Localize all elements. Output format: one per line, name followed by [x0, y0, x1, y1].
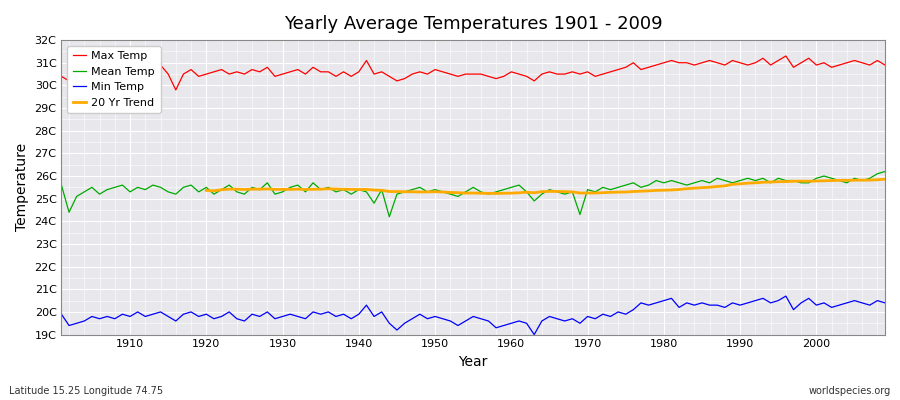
- Mean Temp: [284, 185, 295, 190]
- 20 Yr Trend: [879, 177, 890, 182]
- Max Temp: [338, 70, 349, 74]
- Min Temp: [879, 300, 890, 305]
- Max Temp: [879, 63, 890, 68]
- Min Temp: [506, 321, 517, 326]
- Line: 20 Yr Trend: 20 Yr Trend: [206, 179, 885, 194]
- Max Temp: [56, 74, 67, 79]
- Mean Temp: [384, 214, 395, 219]
- Line: Max Temp: Max Temp: [61, 56, 885, 90]
- Max Temp: [292, 67, 303, 72]
- 20 Yr Trend: [330, 187, 341, 192]
- Mean Temp: [879, 169, 890, 174]
- Y-axis label: Temperature: Temperature: [15, 143, 29, 232]
- Max Temp: [170, 88, 181, 92]
- 20 Yr Trend: [506, 191, 517, 196]
- Title: Yearly Average Temperatures 1901 - 2009: Yearly Average Temperatures 1901 - 2009: [284, 15, 662, 33]
- Min Temp: [330, 314, 341, 319]
- Min Temp: [284, 312, 295, 316]
- Max Temp: [117, 65, 128, 70]
- Min Temp: [499, 323, 509, 328]
- Mean Temp: [117, 183, 128, 188]
- Mean Temp: [56, 183, 67, 188]
- Min Temp: [780, 294, 791, 298]
- Min Temp: [117, 312, 128, 316]
- 20 Yr Trend: [598, 190, 608, 195]
- 20 Yr Trend: [284, 187, 295, 192]
- Min Temp: [56, 312, 67, 316]
- Max Temp: [514, 72, 525, 76]
- Line: Mean Temp: Mean Temp: [61, 172, 885, 217]
- Max Temp: [506, 70, 517, 74]
- Max Temp: [605, 70, 616, 74]
- Mean Temp: [605, 187, 616, 192]
- Legend: Max Temp, Mean Temp, Min Temp, 20 Yr Trend: Max Temp, Mean Temp, Min Temp, 20 Yr Tre…: [67, 46, 160, 114]
- Max Temp: [780, 54, 791, 58]
- 20 Yr Trend: [499, 191, 509, 196]
- Min Temp: [529, 332, 540, 337]
- Line: Min Temp: Min Temp: [61, 296, 885, 334]
- Text: worldspecies.org: worldspecies.org: [809, 386, 891, 396]
- Mean Temp: [506, 185, 517, 190]
- Min Temp: [605, 314, 616, 319]
- Text: Latitude 15.25 Longitude 74.75: Latitude 15.25 Longitude 74.75: [9, 386, 163, 396]
- Mean Temp: [330, 190, 341, 194]
- X-axis label: Year: Year: [458, 355, 488, 369]
- Mean Temp: [514, 183, 525, 188]
